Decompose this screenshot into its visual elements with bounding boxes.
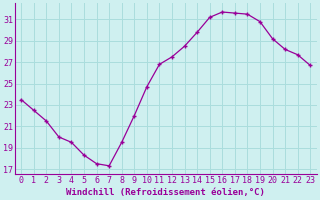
X-axis label: Windchill (Refroidissement éolien,°C): Windchill (Refroidissement éolien,°C) bbox=[66, 188, 265, 197]
